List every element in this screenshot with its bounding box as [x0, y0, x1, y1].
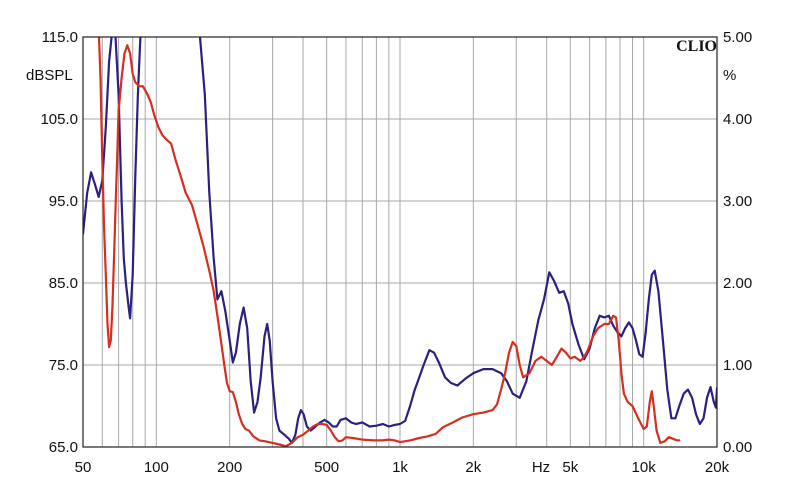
- grid: [83, 37, 717, 447]
- x-axis-ticks: 50 100 200 500 1k 2k 5k 10k 20k: [75, 459, 730, 476]
- right-tick-label: 5.00: [723, 29, 752, 46]
- series-lines: [83, 37, 717, 447]
- x-tick-label: 500: [314, 459, 339, 476]
- x-tick-label: 20k: [705, 459, 730, 476]
- series-line-2: [97, 37, 681, 447]
- x-tick-label: 100: [144, 459, 169, 476]
- x-axis-unit: Hz: [532, 459, 550, 476]
- left-axis-label: dBSPL: [26, 67, 73, 84]
- plot-frame: [82, 36, 718, 448]
- clio-logo: CLIO: [676, 38, 717, 55]
- right-tick-label: 1.00: [723, 357, 752, 374]
- right-tick-label: 4.00: [723, 111, 752, 128]
- right-axis-ticks: 5.00 4.00 3.00 2.00 1.00 0.00: [723, 29, 752, 456]
- x-tick-label: 5k: [562, 459, 578, 476]
- left-tick-label: 95.0: [49, 193, 78, 210]
- right-tick-label: 2.00: [723, 275, 752, 292]
- x-tick-label: 50: [75, 459, 92, 476]
- x-tick-label: 200: [217, 459, 242, 476]
- left-tick-label: 75.0: [49, 357, 78, 374]
- left-tick-label: 115.0: [42, 29, 78, 46]
- left-tick-label: 65.0: [49, 439, 78, 456]
- right-tick-label: 3.00: [723, 193, 752, 210]
- left-axis-ticks: 115.0 105.0 95.0 85.0 75.0 65.0: [40, 29, 78, 456]
- left-tick-label: 85.0: [49, 275, 78, 292]
- x-tick-label: 1k: [392, 459, 408, 476]
- right-axis-label: %: [723, 67, 736, 84]
- right-tick-label: 0.00: [723, 439, 752, 456]
- left-tick-label: 105.0: [40, 111, 78, 128]
- x-tick-label: 2k: [465, 459, 481, 476]
- x-tick-label: 10k: [632, 459, 657, 476]
- series-line-1: [83, 37, 717, 444]
